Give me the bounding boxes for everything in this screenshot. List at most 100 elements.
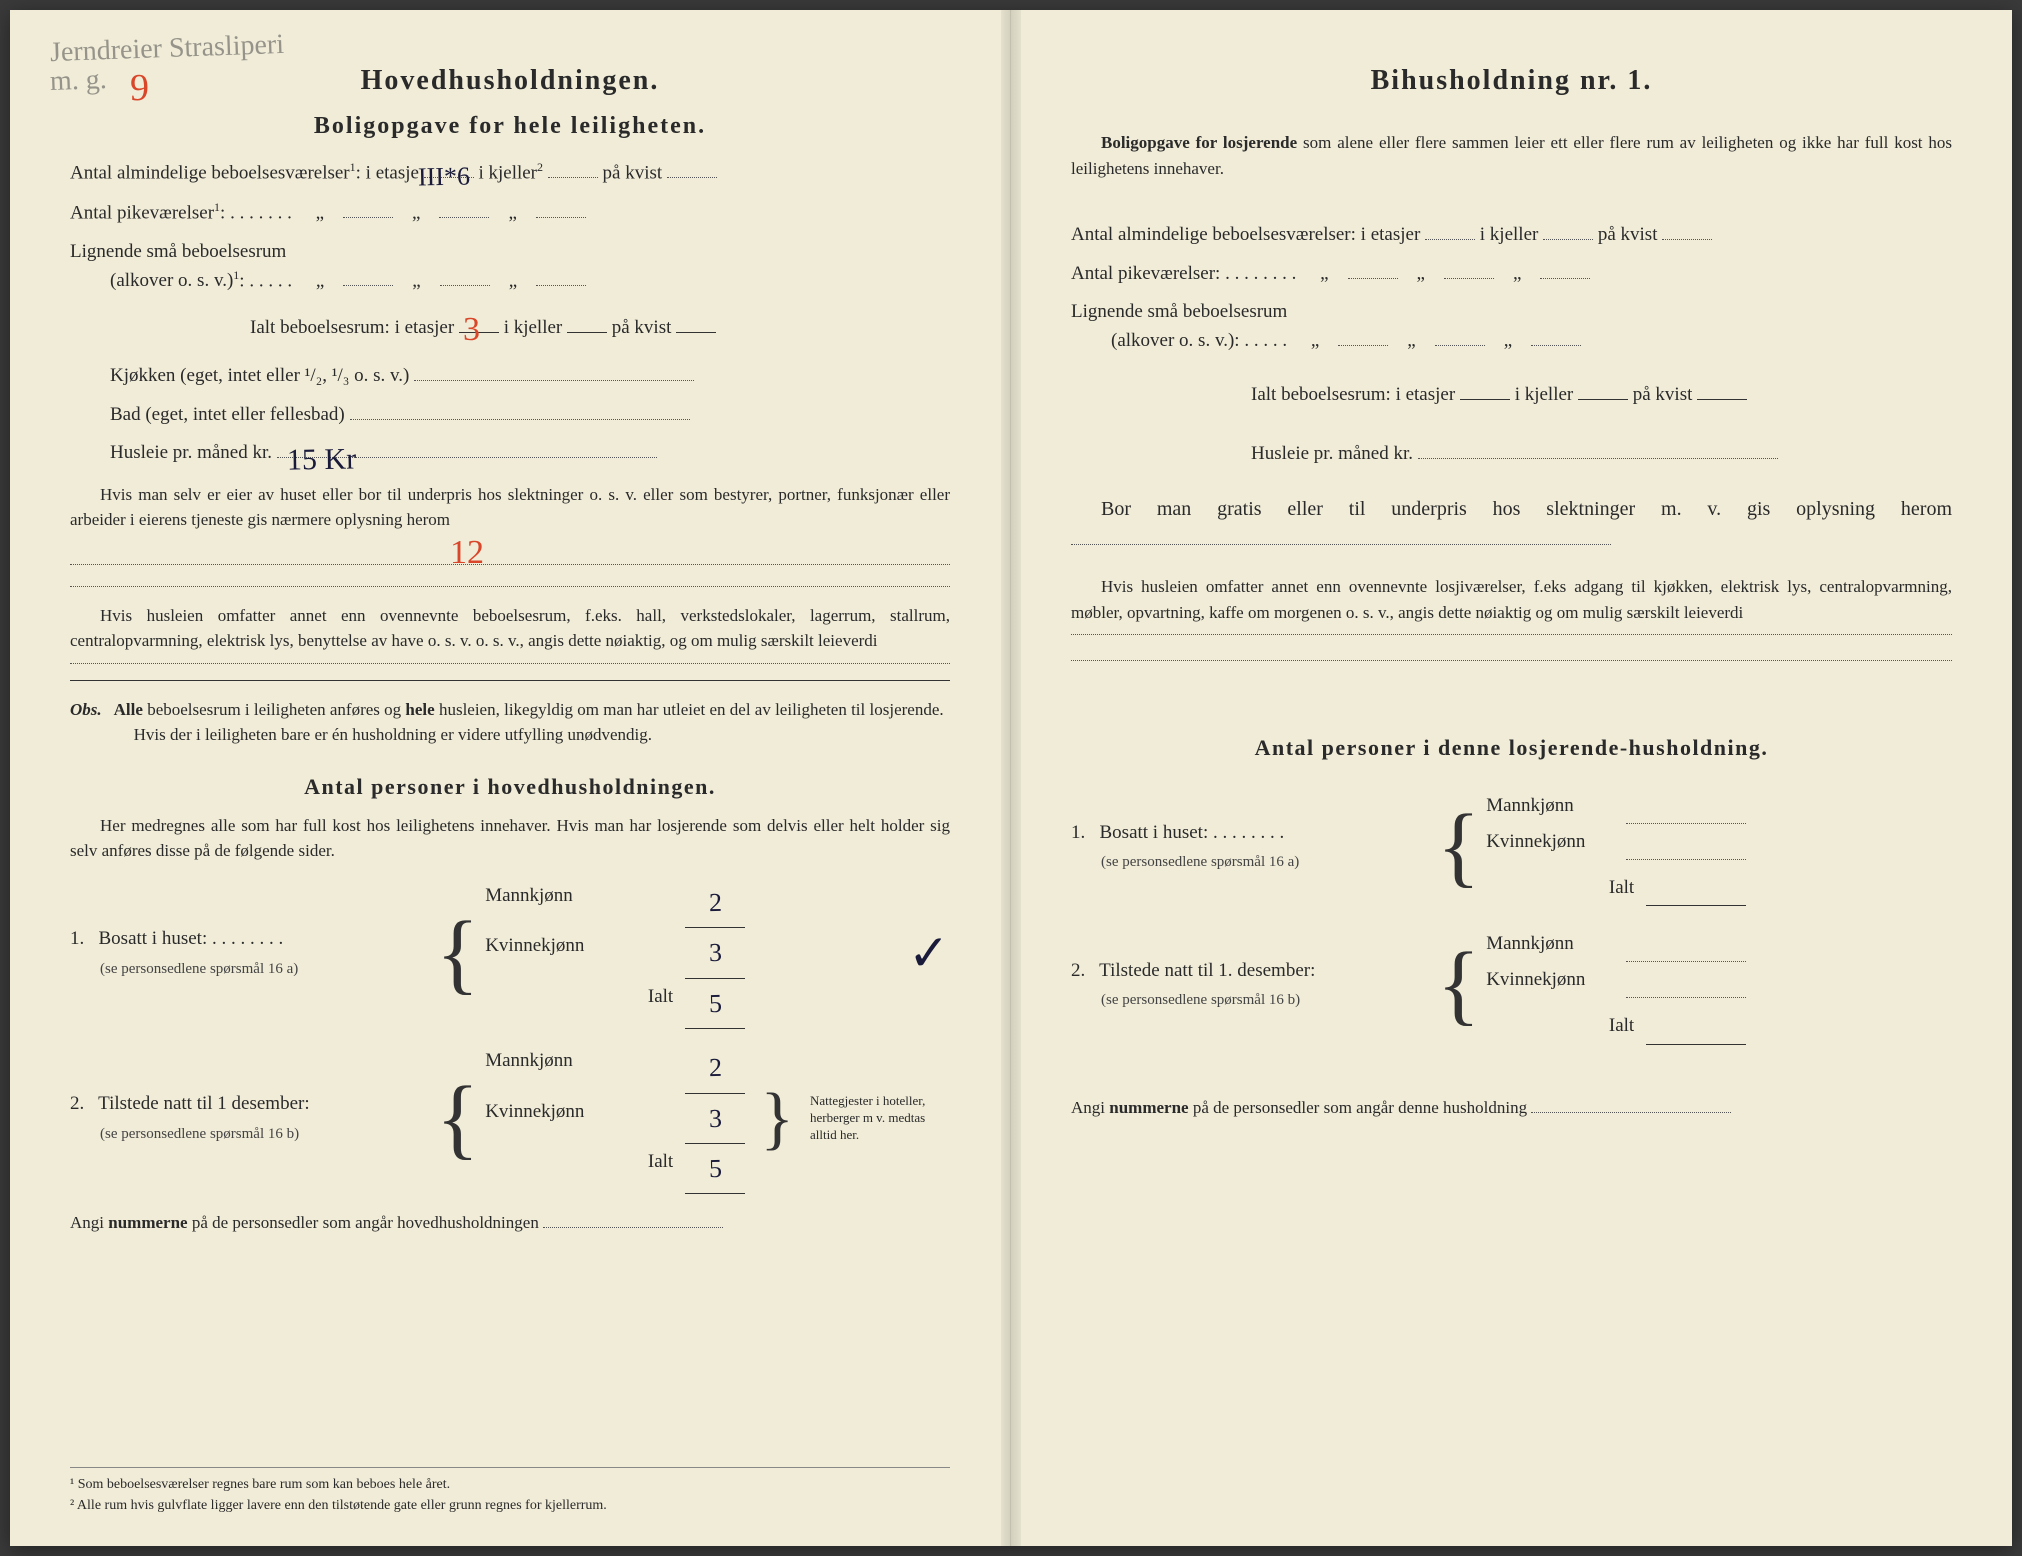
handwritten-ialt: 3 [463,304,480,355]
r-row-husleie: Husleie pr. måned kr. [1071,440,1952,469]
handwritten-etasje: III*6 [417,157,470,197]
row-lignende: Lignende små beboelsesrum (alkover o. s.… [70,238,950,296]
row-kjokken: Kjøkken (eget, intet eller ¹/₂, ¹/₃ o. s… [70,362,950,391]
row-almindelige: Antal almindelige beboelsesværelser1: i … [70,158,950,188]
brace-icon: { [436,918,479,990]
label: Husleie pr. måned kr. [110,442,272,463]
r-para1: Bor man gratis eller til underpris hos s… [1071,494,1952,554]
q-sub: (se personsedlene spørsmål 16 a) [70,961,298,977]
r-q2-row: 2. Tilstede natt til 1. desember: (se pe… [1071,926,1952,1044]
intro-bold: Boligopgave for losjerende [1101,133,1297,152]
label: på kvist [612,317,672,338]
label: Ialt [648,979,673,1029]
label: Antal almindelige beboelsesværelser: i e… [1071,224,1420,245]
footnote-2: ² Alle rum hvis gulvflate ligger lavere … [70,1495,950,1516]
handwritten-red-mid: 12 [450,527,484,578]
label: (alkover o. s. v.): [1071,330,1240,351]
label: Ialt beboelsesrum: i etasjer [250,317,454,338]
label: på kvist [603,162,663,183]
q-label: Bosatt i huset: [1100,822,1209,843]
para-husleien: Hvis husleien omfatter annet enn ovennev… [70,603,950,654]
r-para2: Hvis husleien omfatter annet enn ovennev… [1071,574,1952,625]
obs-text2: Hvis der i leiligheten bare er én hushol… [114,722,944,748]
label: i kjeller [1515,384,1574,405]
label: Mannkjønn [485,878,573,928]
right-intro: Boligopgave for losjerende som alene ell… [1071,130,1952,181]
q2-row: 2. Tilstede natt til 1 desember: (se per… [70,1043,950,1194]
label: Mannkjønn [1486,926,1574,962]
label: Ialt [1609,1008,1634,1044]
q1-row: 1. Bosatt i huset: . . . . . . . . (se p… [70,878,950,1029]
label: Antal pikeværelser: [1071,263,1220,284]
angi-row: Angi nummerne på de personsedler som ang… [70,1210,950,1236]
side-note: Nattegjester i hoteller, herberger m v. … [810,1093,950,1144]
label: i kjeller [504,317,563,338]
footnotes: ¹ Som beboelsesværelser regnes bare rum … [70,1467,950,1516]
row-bad: Bad (eget, intet eller fellesbad) [70,401,950,430]
brace-icon: } [760,1091,794,1147]
row-pike: Antal pikeværelser1: . . . . . . . „ „ „ [70,198,950,228]
label: Mannkjønn [1486,788,1574,824]
label: Antal pikeværelser [70,202,214,223]
brace-icon: { [1437,811,1480,883]
label: Bad (eget, intet eller fellesbad) [110,404,345,425]
row-husleie: Husleie pr. måned kr. 15 Kr [70,439,950,468]
q-label: Tilstede natt til 1 desember: [98,1093,309,1114]
handwritten-value: 5 [708,979,722,1029]
handwritten-value: 3 [708,928,722,978]
left-subtitle: Boligopgave for hele leiligheten. [70,108,950,144]
handwritten-husleie: 15 Kr [286,437,356,483]
label: Husleie pr. måned kr. [1251,443,1413,464]
label: Lignende små beboelsesrum [70,241,286,262]
section-intro-left: Her medregnes alle som har full kost hos… [70,813,950,864]
q-label: Bosatt i huset: [99,928,208,949]
label: Kvinnekjønn [485,1094,584,1144]
handwritten-value: 3 [708,1093,722,1143]
q-num: 2. [70,1093,84,1114]
label: Ialt [1609,870,1634,906]
label: Kjøkken (eget, intet eller ¹/₂, ¹/₃ o. s… [110,365,409,386]
q-label: Tilstede natt til 1. desember: [1099,960,1315,981]
right-title: Bihusholdning nr. 1. [1071,60,1952,102]
handwritten-value: 2 [708,878,722,928]
handwritten-value: 5 [708,1144,722,1194]
text: Bor man gratis eller til underpris hos s… [1101,498,1952,520]
section-heading-right: Antal personer i denne losjerende-hushol… [1071,731,1952,764]
label: på kvist [1598,224,1658,245]
section-heading-left: Antal personer i hovedhusholdningen. [70,770,950,803]
label: i etasje [366,162,419,183]
left-page: Jerndreier Strasliperi m. g. 9 Hovedhush… [10,10,1011,1546]
r-row-pike: Antal pikeværelser: . . . . . . . . „ „ … [1071,260,1952,289]
r-row-lignende: Lignende små beboelsesrum (alkover o. s.… [1071,298,1952,355]
label: i kjeller [1480,224,1539,245]
brace-icon: { [1437,949,1480,1021]
label: Lignende små beboelsesrum [1071,301,1287,322]
para-eier: Hvis man selv er eier av huset eller bor… [70,482,950,533]
right-page: Bihusholdning nr. 1. Boligopgave for los… [1011,10,2012,1546]
q-sub: (se personsedlene spørsmål 16 b) [1071,992,1300,1008]
checkmark-icon: ✓ [907,916,950,992]
r-angi-row: Angi nummerne på de personsedler som ang… [1071,1095,1952,1121]
q-num: 1. [70,928,84,949]
r-q1-row: 1. Bosatt i huset: . . . . . . . . (se p… [1071,788,1952,906]
label: i kjeller [478,162,537,183]
r-row-almindelige: Antal almindelige beboelsesværelser: i e… [1071,221,1952,250]
label: Ialt beboelsesrum: i etasjer [1251,384,1455,405]
handwritten-pencil-top2: m. g. [49,59,107,103]
obs-text1: Alle beboelsesrum i leiligheten anføres … [114,700,944,719]
handwritten-value: 2 [708,1043,722,1093]
label: Ialt [648,1144,673,1194]
brace-icon: { [436,1083,479,1155]
label: Kvinnekjønn [1486,962,1585,998]
label: Mannkjønn [485,1043,573,1093]
q-sub: (se personsedlene spørsmål 16 b) [70,1126,299,1142]
q-sub: (se personsedlene spørsmål 16 a) [1071,854,1299,870]
document-spread: Jerndreier Strasliperi m. g. 9 Hovedhush… [10,10,2012,1546]
handwritten-red-number: 9 [130,60,149,117]
label: Antal almindelige beboelsesværelser [70,162,350,183]
r-row-ialt: Ialt beboelsesrum: i etasjer i kjeller p… [1071,381,1952,410]
footnote-1: ¹ Som beboelsesværelser regnes bare rum … [70,1474,950,1495]
label: (alkover o. s. v.) [70,270,233,291]
q-num: 2. [1071,960,1085,981]
q-num: 1. [1071,822,1085,843]
